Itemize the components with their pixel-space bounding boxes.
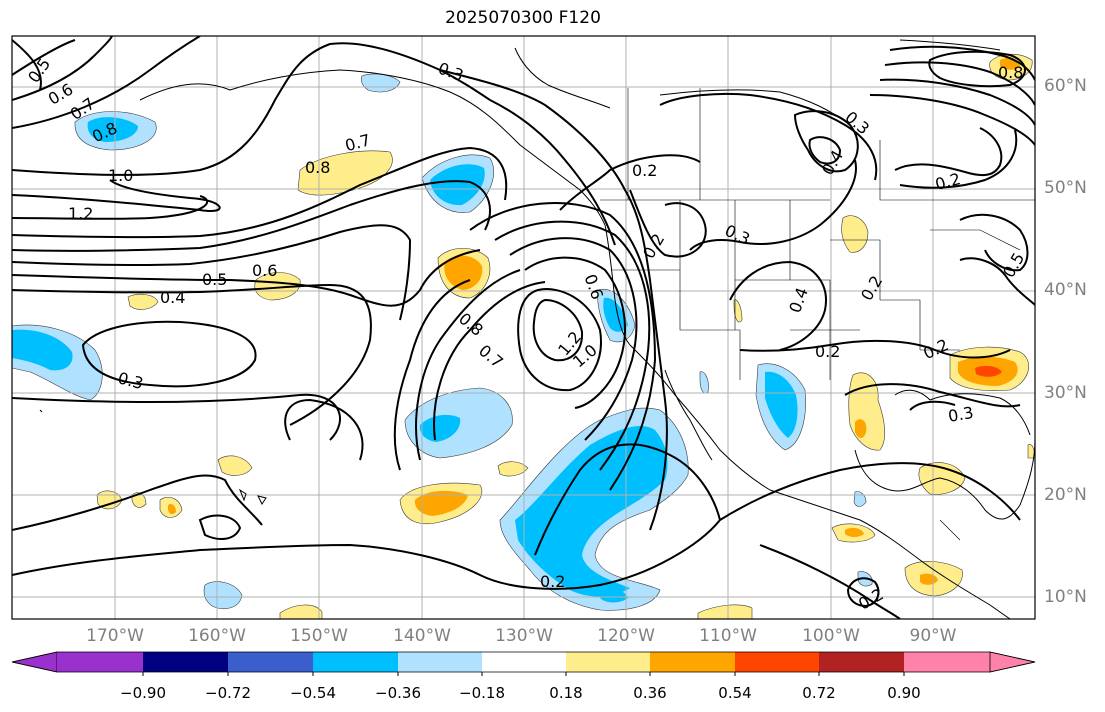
colorbar-tick-label: 0.72: [802, 684, 836, 702]
colorbar-tick-label: −0.90: [120, 684, 166, 702]
colorbar-cell: [482, 652, 566, 672]
colorbar-cell: [11, 651, 58, 673]
lat-label-30n: 30°N: [1044, 383, 1087, 403]
lon-label-90w: 90°W: [909, 626, 957, 646]
contour-label: 0.6: [252, 261, 277, 280]
lon-label-110w: 110°W: [699, 626, 757, 646]
lon-label-150w: 150°W: [290, 626, 348, 646]
map-title: 2025070300 F120: [445, 8, 601, 28]
contour-lines: [12, 36, 1035, 619]
colorbar: [11, 651, 1036, 676]
lat-label-20n: 20°N: [1044, 485, 1087, 505]
strong-negative-anomaly-shading: [12, 117, 798, 603]
contour-label: 0.2: [632, 161, 657, 180]
state-borders: [600, 88, 1035, 541]
colorbar-tick-label: 0.90: [887, 684, 921, 702]
colorbar-tick-label: 0.54: [718, 684, 752, 702]
lon-label-170w: 170°W: [86, 626, 144, 646]
lon-label-100w: 100°W: [802, 626, 860, 646]
contour-label: 0.2: [815, 342, 840, 361]
colorbar-cell: [650, 652, 735, 672]
contour-label: 0.8: [305, 158, 330, 177]
lat-label-10n: 10°N: [1044, 587, 1087, 607]
colorbar-cell: [989, 651, 1036, 673]
contour-label: 1.0: [108, 166, 133, 185]
coastlines: [39, 39, 1035, 619]
colorbar-cell: [819, 652, 904, 672]
colorbar-cell: [735, 652, 819, 672]
colorbar-cell: [398, 652, 482, 672]
lon-label-140w: 140°W: [393, 626, 451, 646]
colorbar-cell: [566, 652, 650, 672]
colorbar-cell: [143, 652, 228, 672]
colorbar-tick-label: −0.18: [459, 684, 505, 702]
colorbar-cell: [904, 652, 990, 672]
lat-label-50n: 50°N: [1044, 178, 1087, 198]
lon-label-130w: 130°W: [495, 626, 553, 646]
contour-label: 0.8: [998, 63, 1023, 82]
lon-label-160w: 160°W: [188, 626, 246, 646]
contour-label: 0.3: [947, 403, 975, 426]
colorbar-cell: [313, 652, 398, 672]
lat-label-40n: 40°N: [1044, 280, 1087, 300]
colorbar-tick-label: −0.54: [290, 684, 336, 702]
colorbar-tick-label: −0.36: [375, 684, 421, 702]
colorbar-cell: [228, 652, 313, 672]
lon-label-120w: 120°W: [597, 626, 655, 646]
colorbar-tick-label: 0.18: [549, 684, 583, 702]
colorbar-cell: [57, 652, 143, 672]
contour-label: 0.5: [202, 270, 227, 289]
lat-label-60n: 60°N: [1044, 76, 1087, 96]
colorbar-tick-label: −0.72: [205, 684, 251, 702]
contour-label: 1.2: [68, 204, 93, 223]
contour-label: 0.4: [160, 288, 185, 307]
colorbar-tick-label: 0.36: [633, 684, 667, 702]
contour-label: 0.2: [540, 572, 565, 591]
map-frame: [11, 35, 1036, 620]
